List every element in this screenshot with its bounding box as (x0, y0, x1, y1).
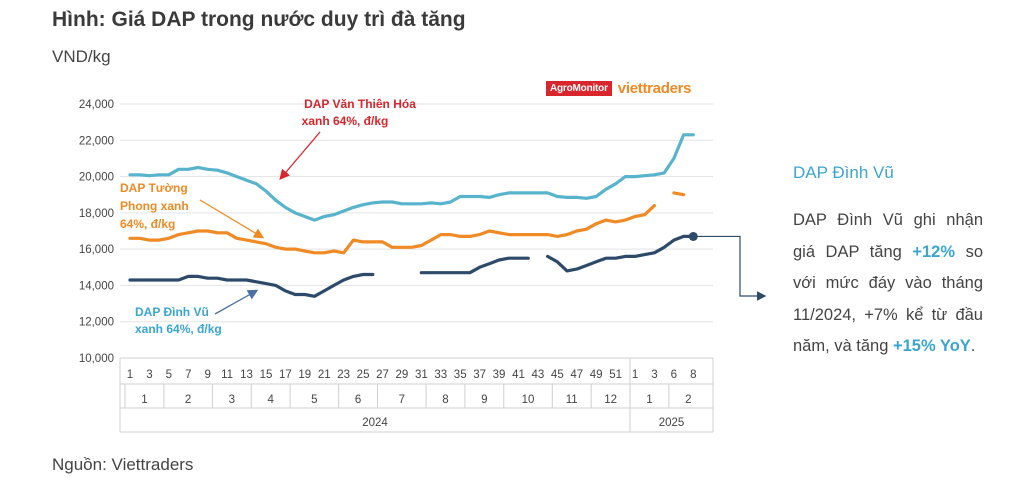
series-lines (128, 133, 695, 298)
side-text-part: . (970, 337, 976, 355)
x-tick-label-week: 7 (185, 369, 191, 381)
highlight-yoy: +15% YoY (892, 337, 971, 355)
x-tick-label-week: 11 (221, 369, 233, 381)
callout-connector (688, 231, 767, 301)
x-tick-label-week: 41 (512, 369, 525, 381)
x-tick-label-year: 2024 (362, 417, 388, 429)
y-tick-labels: 10,000 12,000 14,000 16,000 18,000 20,000 22,0… (79, 99, 114, 365)
annotations: DAP Văn Thiên Hóa xanh 64%, đ/kg DAP Tường… (120, 97, 416, 336)
x-tick-label-month: 2 (185, 394, 191, 406)
brand-logos: AgroMonitor viettraders (546, 80, 692, 97)
x-axis: 1 3 5 7 9 11 13 15 17 19 21 23 25 27 29 31 33 35 37 39 41 43 4… (119, 357, 714, 433)
gridlines (120, 103, 713, 359)
x-tick-label-week: 37 (473, 369, 486, 381)
x-tick-label-week: 21 (318, 369, 331, 381)
x-tick-label-month: 7 (399, 394, 405, 406)
x-tick-label-week: 47 (570, 369, 583, 381)
x-tick-label-week: 51 (609, 369, 622, 381)
chart-title: Hình: Giá DAP trong nước duy trì đà tăng (52, 8, 466, 31)
x-tick-label-week: 27 (376, 369, 389, 381)
annotation-tuong-phong: 64%, đ/kg (120, 217, 175, 231)
x-tick-label-month: 1 (141, 394, 147, 406)
annotation-arrow-tuong-phong (199, 199, 265, 239)
plot-area (118, 92, 715, 362)
agromonitor-logo: AgroMonitor (546, 81, 612, 96)
x-tick-label-week: 1 (632, 369, 638, 381)
side-panel-title: DAP Đình Vũ (793, 163, 894, 182)
side-text-part: so với mức đáy vào tháng 11/2024, +7% kể… (793, 242, 984, 356)
x-tick-label-month: 1 (646, 394, 652, 406)
side-text-part: DAP Đình Vũ ghi nhận giá DAP tăng (793, 211, 983, 261)
x-tick-label-week: 5 (166, 369, 172, 381)
annotation-tuong-phong: Phong xanh (120, 199, 189, 213)
x-tick-label-week: 45 (551, 369, 564, 381)
y-tick-label: 16,000 (79, 244, 114, 256)
y-axis-unit: VND/kg (52, 47, 111, 66)
x-tick-label-month: 4 (267, 394, 274, 406)
y-tick-label: 18,000 (79, 208, 114, 220)
y-tick-label: 20,000 (79, 172, 114, 184)
x-tick-label-week: 13 (240, 369, 253, 381)
y-tick-label: 12,000 (79, 317, 114, 329)
x-tick-label-month: 10 (522, 394, 535, 406)
x-tick-label-week: 19 (298, 369, 311, 381)
x-tick-label-month: 2 (685, 394, 691, 406)
annotation-dinh-vu: xanh 64%, đ/kg (135, 322, 222, 336)
x-tick-label-month: 12 (604, 394, 617, 406)
x-tick-label-week: 17 (279, 369, 292, 381)
series-line-tuong-phong (128, 191, 686, 255)
annotation-tuong-phong: DAP Tường (120, 181, 188, 195)
x-tick-label-week: 43 (531, 369, 544, 381)
annotation-arrow-dinh-vu (214, 289, 259, 315)
x-tick-label-week: 8 (690, 369, 696, 381)
x-tick-label-week: 39 (493, 369, 506, 381)
viettraders-logo: viettraders (617, 80, 692, 97)
x-tick-label-month: 5 (311, 394, 317, 406)
series-line-thien-hoa (128, 133, 695, 222)
x-tick-label-week: 31 (415, 369, 428, 381)
x-tick-label-week: 33 (434, 369, 447, 381)
x-tick-label-week: 9 (204, 369, 210, 381)
x-tick-label-week: 3 (146, 369, 152, 381)
x-tick-label-week: 29 (396, 369, 409, 381)
x-tick-label-week: 3 (651, 369, 657, 381)
x-tick-label-week: 49 (590, 369, 603, 381)
x-tick-label-year: 2025 (659, 417, 685, 429)
side-panel-text: DAP Đình Vũ ghi nhận giá DAP tăng +12% s… (793, 205, 983, 363)
x-tick-label-week: 15 (260, 369, 273, 381)
x-tick-label-month: 8 (442, 394, 448, 406)
highlight-ytd: +12% (912, 242, 956, 261)
annotation-thien-hoa: xanh 64%, đ/kg (302, 114, 389, 128)
annotation-thien-hoa: DAP Văn Thiên Hóa (304, 97, 416, 111)
plot-background (118, 92, 715, 362)
x-tick-label-month: 11 (566, 394, 578, 406)
x-tick-label-month: 3 (229, 394, 235, 406)
y-tick-label: 24,000 (79, 99, 114, 111)
annotation-arrow-thien-hoa (279, 131, 321, 180)
source-note: Nguồn: Viettraders (52, 455, 194, 474)
series-line-dinh-vu (128, 234, 695, 298)
annotation-dinh-vu: DAP Đình Vũ (135, 305, 209, 319)
x-tick-label-week: 35 (454, 369, 467, 381)
callout-line (693, 235, 767, 301)
y-tick-label: 10,000 (79, 353, 114, 365)
x-tick-label-week: 23 (337, 369, 350, 381)
x-tick-label-week: 25 (357, 369, 370, 381)
x-tick-label-month: 6 (355, 394, 361, 406)
x-tick-label-month: 9 (481, 394, 487, 406)
y-tick-label: 14,000 (79, 280, 114, 292)
y-tick-label: 22,000 (79, 135, 114, 147)
x-tick-label-week: 6 (671, 369, 677, 381)
x-tick-label-week: 1 (127, 369, 133, 381)
